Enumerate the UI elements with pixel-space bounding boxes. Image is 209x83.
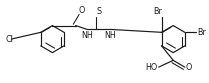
Text: Br: Br bbox=[154, 7, 163, 16]
Text: S: S bbox=[96, 7, 101, 16]
Text: Cl: Cl bbox=[5, 35, 13, 44]
Text: NH: NH bbox=[81, 31, 93, 40]
Text: NH: NH bbox=[104, 31, 116, 40]
Text: Br: Br bbox=[197, 28, 206, 37]
Text: O: O bbox=[186, 63, 192, 72]
Text: O: O bbox=[78, 6, 85, 15]
Text: HO: HO bbox=[145, 63, 158, 72]
